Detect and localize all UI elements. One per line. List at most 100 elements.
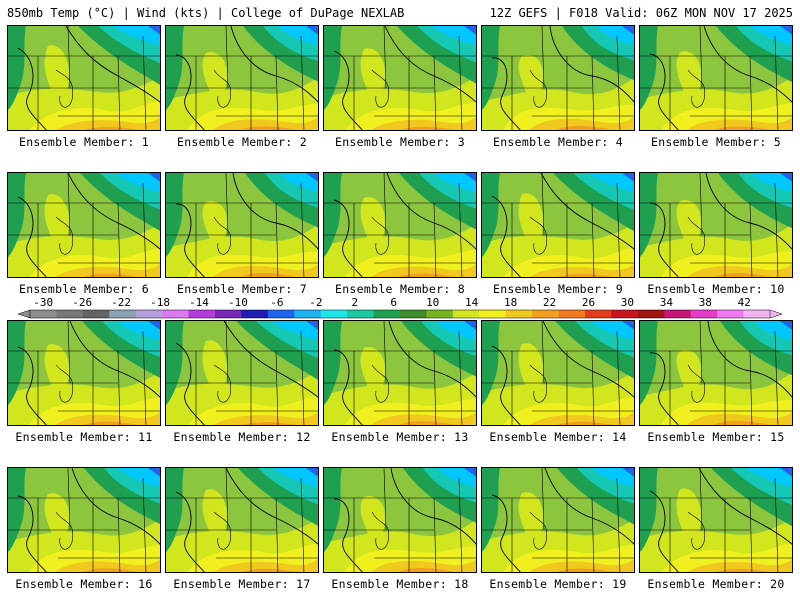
colorbar-tick-label: 22: [543, 296, 556, 309]
ensemble-member-map: [165, 320, 319, 426]
ensemble-member-map: [323, 467, 477, 573]
ensemble-member-label: Ensemble Member: 6: [18, 282, 150, 296]
colorbar-swatch: [532, 310, 560, 318]
ensemble-member-map: [323, 25, 477, 131]
temperature-field: [324, 468, 476, 572]
ensemble-member-label: Ensemble Member: 9: [492, 282, 624, 296]
colorbar-tick-label: -2: [309, 296, 322, 309]
ensemble-member-map: [165, 172, 319, 278]
ensemble-member-map: [481, 25, 635, 131]
ensemble-member-label: Ensemble Member: 10: [647, 282, 785, 296]
ensemble-member-map: [7, 172, 161, 278]
colorbar-swatch: [479, 310, 507, 318]
colorbar-swatch: [690, 310, 718, 318]
colorbar-tick-label: -10: [228, 296, 248, 309]
colorbar-high-arrow: [769, 309, 783, 319]
colorbar-tick-label: 26: [582, 296, 595, 309]
temperature-field: [640, 468, 792, 572]
ensemble-member-label: Ensemble Member: 17: [173, 577, 311, 591]
ensemble-member-label: Ensemble Member: 15: [647, 430, 785, 444]
ensemble-member-label: Ensemble Member: 11: [15, 430, 153, 444]
ensemble-member-label: Ensemble Member: 1: [18, 135, 150, 149]
colorbar-swatch: [109, 310, 137, 318]
temperature-field: [324, 26, 476, 130]
colorbar-swatch: [743, 310, 771, 318]
ensemble-member-label: Ensemble Member: 8: [334, 282, 466, 296]
temperature-colorbar: -30 -26 -22 -18 -14 -10 -6 -2 2 6 10 14 18 22 26 30 34 38…: [17, 296, 783, 319]
colorbar-tick-label: 34: [660, 296, 674, 309]
colorbar-swatch: [558, 310, 586, 318]
colorbar-swatch: [135, 310, 163, 318]
colorbar-swatch: [267, 310, 295, 318]
temperature-field: [482, 468, 634, 572]
colorbar-low-arrow: [17, 309, 31, 319]
colorbar-tick-label: -26: [72, 296, 92, 309]
colorbar-swatch: [717, 310, 745, 318]
ensemble-member-map: [639, 320, 793, 426]
temperature-field: [324, 173, 476, 277]
ensemble-member-label: Ensemble Member: 4: [492, 135, 624, 149]
temperature-field: [640, 321, 792, 425]
ensemble-member-label: Ensemble Member: 14: [489, 430, 627, 444]
ensemble-member-map: [481, 320, 635, 426]
colorbar-swatch: [215, 310, 242, 318]
ensemble-member-map: [481, 467, 635, 573]
ensemble-member-label: Ensemble Member: 19: [489, 577, 627, 591]
colorbar-swatch: [188, 310, 216, 318]
ensemble-member-map: [7, 467, 161, 573]
colorbar-tick-label: -14: [189, 296, 209, 309]
colorbar-tick-label: -30: [33, 296, 53, 309]
colorbar-swatch: [241, 310, 269, 318]
colorbar-swatch: [320, 310, 348, 318]
temperature-field: [8, 173, 160, 277]
temperature-field: [8, 468, 160, 572]
colorbar-swatch: [294, 310, 322, 318]
colorbar-tick-label: 18: [504, 296, 517, 309]
colorbar-tick-label: 6: [390, 296, 397, 309]
ensemble-member-label: Ensemble Member: 20: [647, 577, 785, 591]
colorbar-swatch: [347, 310, 375, 318]
ensemble-member-map: [639, 172, 793, 278]
temperature-field: [166, 173, 318, 277]
colorbar-tick-label: -22: [111, 296, 131, 309]
ensemble-member-label: Ensemble Member: 3: [334, 135, 466, 149]
ensemble-member-label: Ensemble Member: 7: [176, 282, 308, 296]
colorbar-swatch: [505, 310, 533, 318]
temperature-field: [482, 26, 634, 130]
colorbar-swatch: [585, 310, 612, 318]
temperature-field: [640, 26, 792, 130]
colorbar-swatch: [611, 310, 639, 318]
colorbar-swatch: [637, 310, 665, 318]
colorbar-swatch: [56, 310, 84, 318]
ensemble-member-map: [323, 172, 477, 278]
colorbar-swatch: [664, 310, 692, 318]
temperature-field: [166, 26, 318, 130]
ensemble-member-label: Ensemble Member: 5: [650, 135, 782, 149]
ensemble-member-map: [165, 467, 319, 573]
colorbar-tick-label: 38: [699, 296, 712, 309]
temperature-field: [166, 321, 318, 425]
temperature-field: [640, 173, 792, 277]
colorbar-tick-label: 42: [738, 296, 751, 309]
model-valid-time: 12Z GEFS | F018 Valid: 06Z MON NOV 17 20…: [489, 6, 793, 20]
ensemble-member-map: [7, 25, 161, 131]
colorbar-tick-label: -18: [150, 296, 170, 309]
ensemble-member-label: Ensemble Member: 2: [176, 135, 308, 149]
ensemble-member-map: [323, 320, 477, 426]
colorbar-tick-label: 30: [621, 296, 634, 309]
chart-title: 850mb Temp (°C) | Wind (kts) | College o…: [7, 6, 405, 20]
colorbar-swatch: [452, 310, 480, 318]
colorbar-swatch: [400, 310, 427, 318]
ensemble-member-map: [639, 25, 793, 131]
colorbar-tick-label: 10: [426, 296, 439, 309]
colorbar-swatch: [162, 310, 190, 318]
temperature-field: [8, 26, 160, 130]
ensemble-member-map: [639, 467, 793, 573]
temperature-field: [8, 321, 160, 425]
colorbar-tick-label: 2: [351, 296, 358, 309]
colorbar-tick-label: 14: [465, 296, 479, 309]
ensemble-member-label: Ensemble Member: 16: [15, 577, 153, 591]
colorbar-swatch: [82, 310, 110, 318]
temperature-field: [482, 173, 634, 277]
ensemble-member-label: Ensemble Member: 13: [331, 430, 469, 444]
